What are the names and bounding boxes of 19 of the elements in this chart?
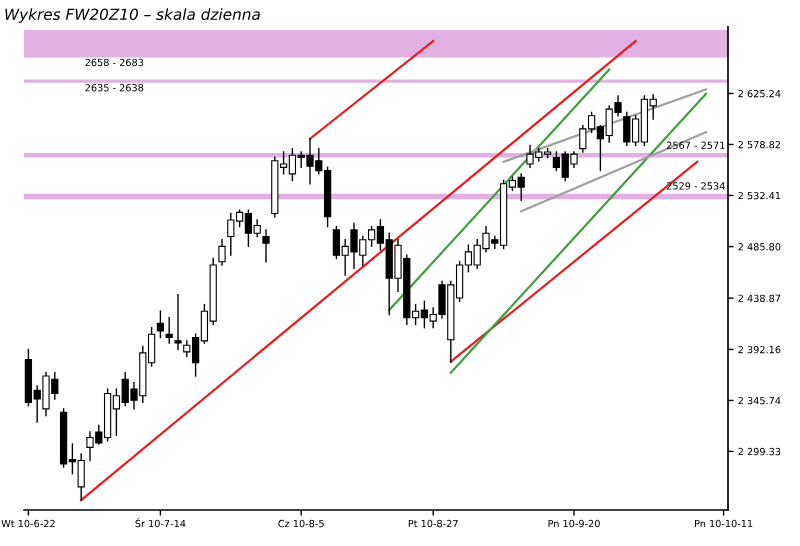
candlestick	[640, 95, 649, 147]
candlestick	[156, 310, 165, 339]
candlestick	[174, 294, 182, 351]
candlestick	[262, 229, 270, 263]
candlestick	[24, 348, 33, 407]
candlestick	[332, 225, 341, 260]
candlestick	[288, 147, 297, 182]
candlestick	[227, 212, 235, 256]
candlestick	[103, 388, 112, 442]
candlestick	[623, 111, 631, 147]
candlestick	[517, 173, 525, 201]
candlestick	[244, 209, 253, 248]
candlestick	[323, 166, 332, 228]
candlestick	[165, 317, 173, 344]
candlestick	[77, 453, 85, 501]
candlestick	[367, 225, 376, 248]
candlestick	[218, 239, 226, 266]
candlestick	[552, 151, 561, 172]
candlestick	[420, 300, 429, 329]
